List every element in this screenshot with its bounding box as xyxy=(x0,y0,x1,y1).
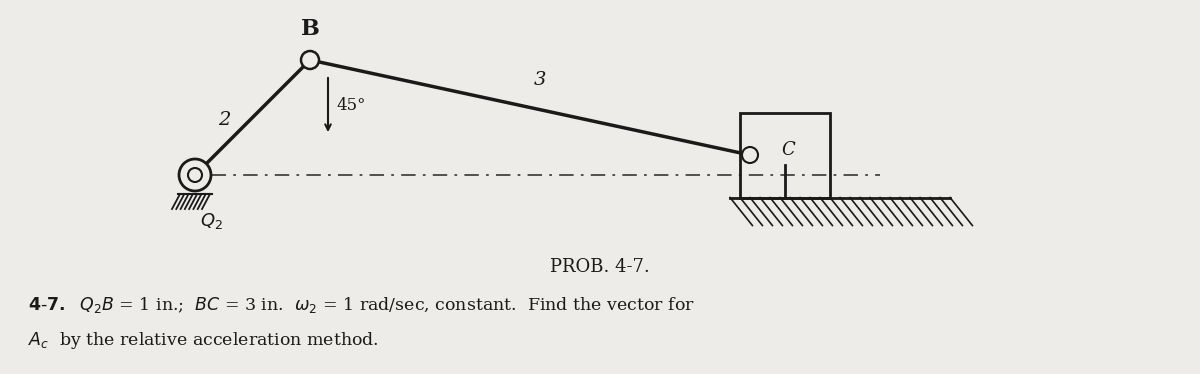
Text: 2: 2 xyxy=(218,110,230,129)
Circle shape xyxy=(742,147,758,163)
Text: B: B xyxy=(300,18,319,40)
Text: PROB. 4-7.: PROB. 4-7. xyxy=(550,258,650,276)
Text: 3: 3 xyxy=(534,71,546,89)
Text: C: C xyxy=(781,141,794,159)
Circle shape xyxy=(179,159,211,191)
Text: $Q_2$: $Q_2$ xyxy=(200,211,223,231)
Circle shape xyxy=(301,51,319,69)
Text: $\bf{4\text{-}7.}$  $Q_2B$ = 1 in.;  $BC$ = 3 in.  $\omega_2$ = 1 rad/sec, const: $\bf{4\text{-}7.}$ $Q_2B$ = 1 in.; $BC$ … xyxy=(28,295,695,315)
Circle shape xyxy=(188,168,202,182)
Text: $A_c$  by the relative acceleration method.: $A_c$ by the relative acceleration metho… xyxy=(28,330,379,351)
Bar xyxy=(740,113,830,197)
Text: 45°: 45° xyxy=(336,96,366,113)
